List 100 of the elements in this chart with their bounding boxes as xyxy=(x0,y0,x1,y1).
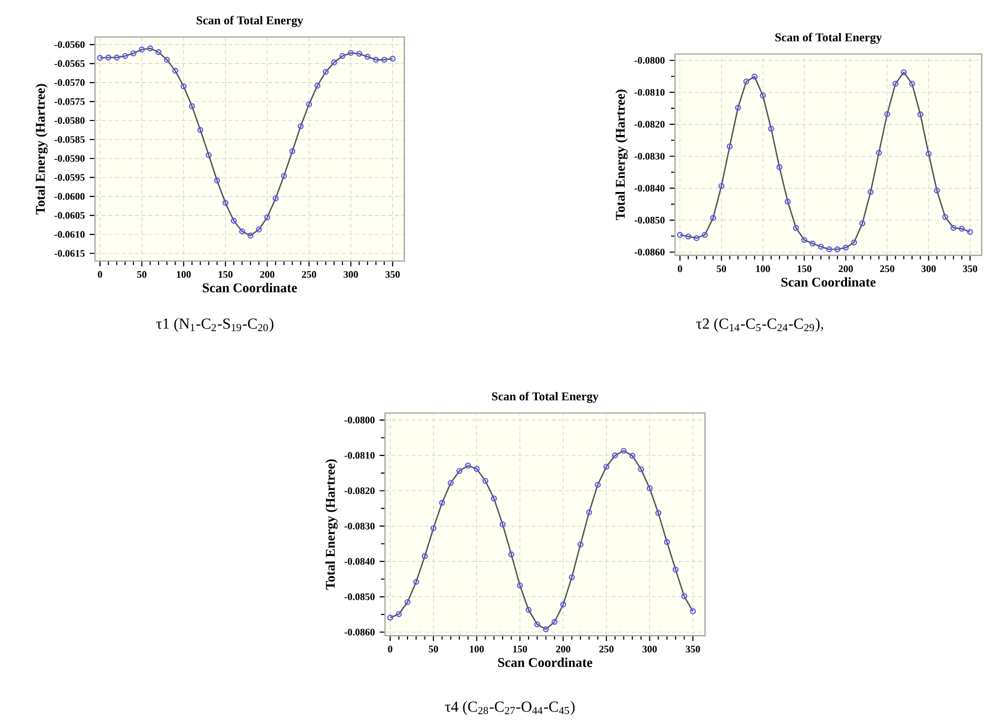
point xyxy=(404,599,410,606)
point xyxy=(752,74,758,80)
y-tick-label: -0.0595 xyxy=(54,174,85,181)
y-tick-label: -0.0800 xyxy=(634,56,665,64)
point xyxy=(612,452,618,458)
point xyxy=(842,244,849,251)
x-axis-title: Scan Coordinate xyxy=(498,658,592,667)
x-tick-label: 50 xyxy=(716,265,726,272)
y-tick-label: -0.0810 xyxy=(344,452,375,459)
point xyxy=(909,80,916,87)
point xyxy=(214,178,220,184)
point xyxy=(884,111,890,118)
point xyxy=(664,538,670,545)
point xyxy=(298,123,304,130)
point xyxy=(97,54,104,61)
point xyxy=(280,172,287,179)
point xyxy=(793,224,800,231)
point xyxy=(526,606,532,613)
point xyxy=(694,235,700,242)
point xyxy=(586,509,592,516)
x-tick-label: 350 xyxy=(386,271,400,278)
point xyxy=(138,46,145,53)
point xyxy=(331,59,338,66)
y-tick-label: -0.0575 xyxy=(54,98,85,105)
x-axis-title: Scan Coordinate xyxy=(781,277,876,287)
point xyxy=(422,553,428,560)
point xyxy=(413,578,420,585)
point xyxy=(356,50,362,57)
chart-title: Scan of Total Energy xyxy=(775,32,882,44)
y-tick-label: -0.0565 xyxy=(54,60,85,67)
y-tick-label: -0.0840 xyxy=(344,558,375,565)
point xyxy=(482,478,488,484)
y-tick-label: -0.0850 xyxy=(344,593,375,600)
x-tick-label: 300 xyxy=(344,271,358,278)
point xyxy=(560,602,566,608)
point xyxy=(950,224,956,231)
point xyxy=(942,214,948,220)
chart-title: Scan of Total Energy xyxy=(492,392,598,403)
point xyxy=(180,83,187,90)
x-tick-label: 150 xyxy=(798,265,812,272)
point xyxy=(114,54,120,60)
point xyxy=(465,462,472,469)
y-tick-label: -0.0580 xyxy=(54,117,85,124)
point xyxy=(430,525,436,532)
text: τ4 (C$_{28}$-C$_{27}$-O$_{44}$-C$_{45}$) xyxy=(445,701,575,715)
x-tick-label: 350 xyxy=(686,646,700,652)
point xyxy=(364,54,371,60)
point xyxy=(222,200,228,206)
point xyxy=(594,482,601,488)
point xyxy=(314,82,320,89)
point xyxy=(264,214,270,220)
x-tick-label: 0 xyxy=(388,646,392,652)
x-tick-label: 250 xyxy=(302,271,316,278)
point xyxy=(917,111,924,118)
point xyxy=(500,521,506,528)
point xyxy=(876,150,882,156)
point xyxy=(760,92,766,99)
y-axis-title: Total Energy (Hartree) xyxy=(35,84,48,214)
x-tick-label: 200 xyxy=(838,265,853,272)
point xyxy=(396,611,402,618)
point xyxy=(784,198,791,205)
point xyxy=(702,232,708,238)
point xyxy=(776,164,782,170)
x-tick-label: 50 xyxy=(137,271,146,278)
x-axis-title: Scan Coordinate xyxy=(202,282,297,292)
y-tick-label: -0.0850 xyxy=(634,216,665,224)
point xyxy=(508,551,514,558)
x-tick-label: 0 xyxy=(678,265,682,272)
point xyxy=(818,244,824,250)
point xyxy=(372,56,379,63)
text: τ2 (C$_{14}$-C$_{5}$-C$_{24}$-C$_{29}$), xyxy=(696,318,824,332)
x-tick-label: 100 xyxy=(756,265,770,272)
point xyxy=(348,50,354,56)
point xyxy=(718,182,724,189)
point xyxy=(381,56,388,63)
point xyxy=(826,246,832,252)
point xyxy=(681,593,688,600)
point xyxy=(685,233,692,240)
point xyxy=(289,148,296,154)
point xyxy=(859,220,866,226)
point xyxy=(534,621,540,628)
point xyxy=(926,150,932,157)
y-tick-label: -0.0830 xyxy=(344,522,375,530)
y-tick-label: -0.0610 xyxy=(54,231,85,238)
x-tick-label: 100 xyxy=(470,646,484,652)
point xyxy=(552,618,558,625)
point xyxy=(768,126,774,132)
x-tick-label: 150 xyxy=(218,271,233,278)
point xyxy=(900,69,907,76)
point xyxy=(577,541,584,548)
point xyxy=(516,582,523,588)
point xyxy=(448,480,454,486)
y-tick-label: -0.0860 xyxy=(344,628,375,636)
y-tick-label: -0.0590 xyxy=(54,155,85,162)
point xyxy=(230,218,237,224)
point xyxy=(256,226,262,232)
point xyxy=(339,52,346,59)
point xyxy=(122,52,128,59)
point xyxy=(490,496,497,502)
point xyxy=(439,500,446,506)
